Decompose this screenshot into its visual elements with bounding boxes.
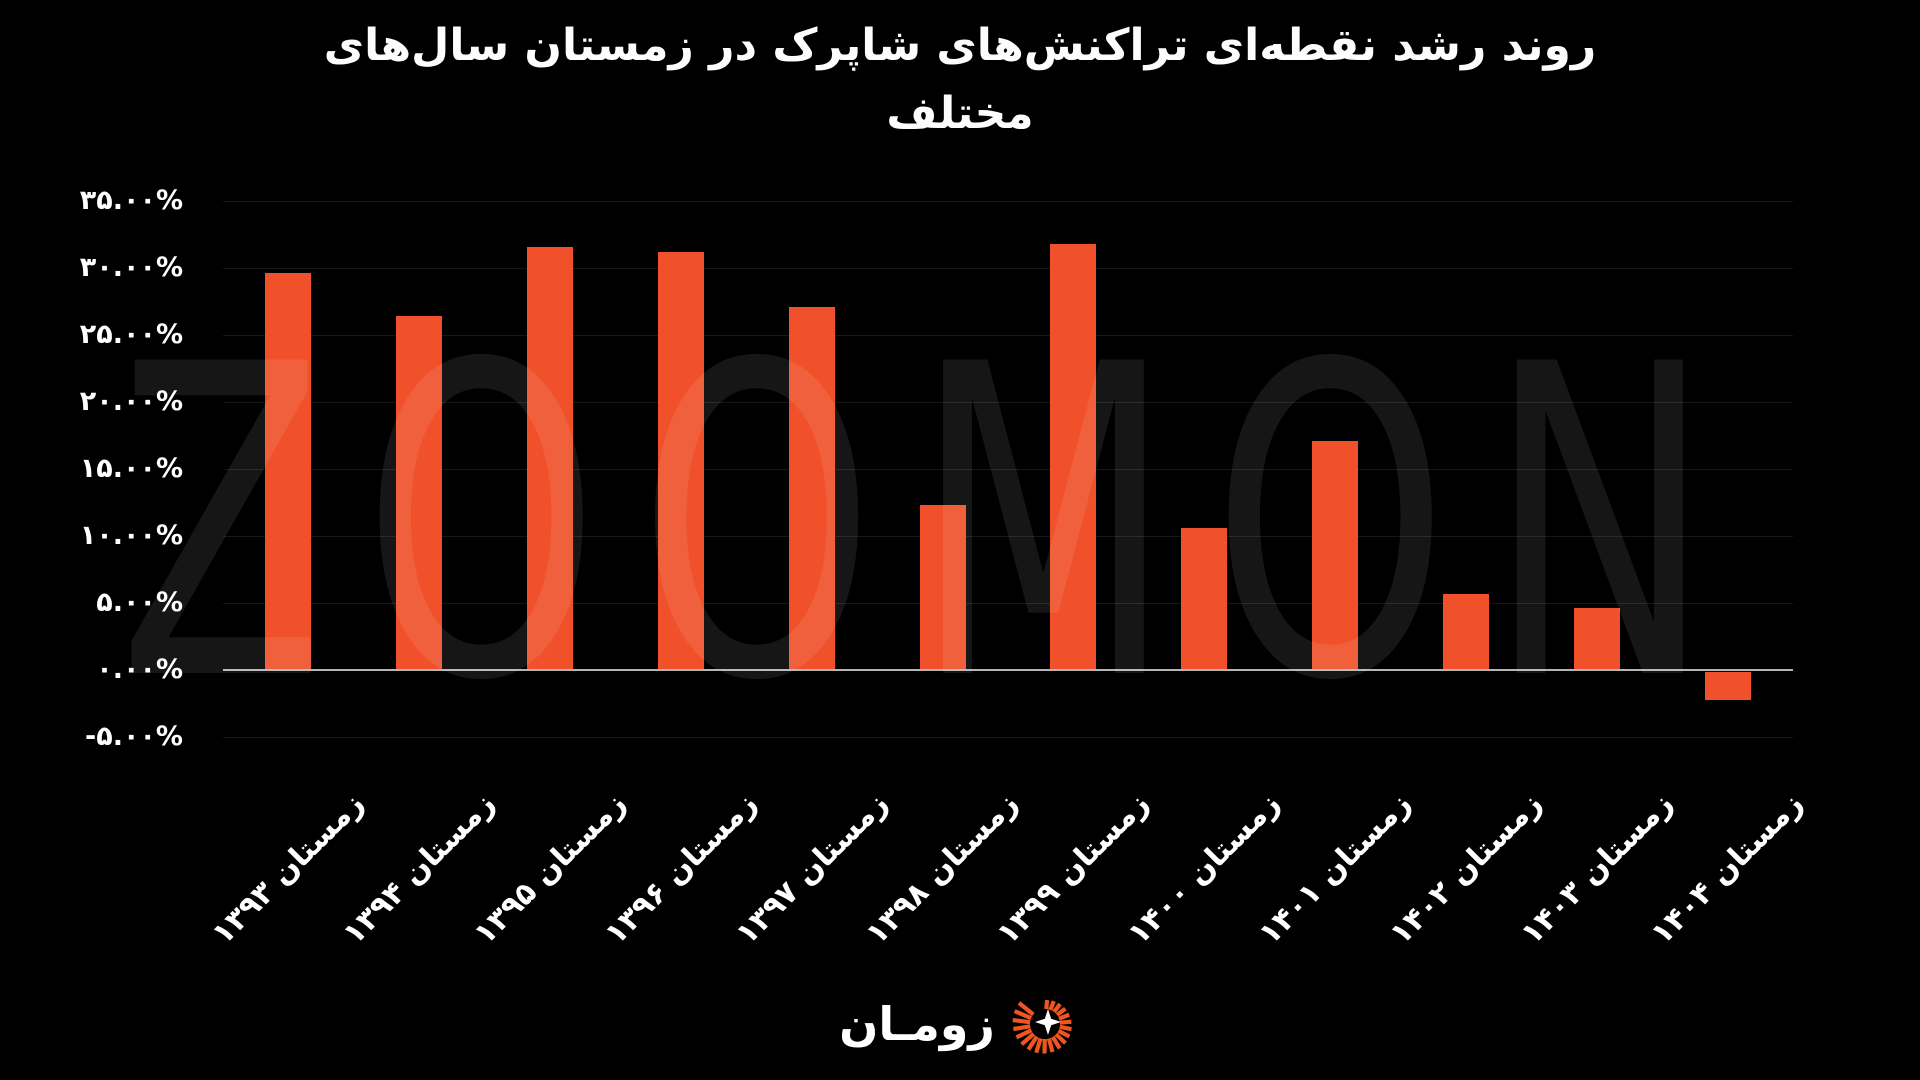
grid-line	[223, 536, 1793, 537]
bar-2	[396, 316, 443, 670]
logo-ray	[1048, 1000, 1056, 1011]
y-tick-label: ۱۰.۰۰%	[79, 520, 183, 551]
grid-line	[223, 737, 1793, 738]
logo-ray	[1012, 1017, 1031, 1025]
y-tick-label: ۳۰.۰۰%	[79, 252, 183, 283]
logo-ray	[1046, 1037, 1055, 1053]
logo-ray	[1052, 1002, 1062, 1014]
logo-ray	[1054, 1032, 1067, 1045]
logo-ray	[1017, 1001, 1035, 1017]
bar-9	[1312, 440, 1359, 670]
logo-ray	[1034, 1037, 1043, 1054]
y-tick-label: ۲۰.۰۰%	[79, 386, 183, 417]
bar-10	[1442, 593, 1489, 670]
bar-7	[1050, 243, 1097, 670]
y-tick-label: ۳۵.۰۰%	[79, 185, 183, 216]
grid-line	[223, 603, 1793, 604]
logo-ray	[1026, 1035, 1039, 1051]
logo-ray	[1055, 1006, 1067, 1017]
grid-line	[223, 335, 1793, 336]
logo-sparkle	[1034, 1009, 1061, 1035]
logo-ray	[1013, 1009, 1032, 1021]
logo-ray	[1059, 1019, 1072, 1025]
logo-ray	[1015, 1028, 1033, 1040]
bar-5	[788, 306, 835, 670]
logo-ray	[1050, 1035, 1062, 1050]
logo-ray	[1020, 1032, 1035, 1046]
zooman-logo: زومـان	[0, 988, 1920, 1060]
logo-ray	[1044, 999, 1050, 1010]
grid-line	[223, 201, 1793, 202]
chart-title-line-2: مختلف	[886, 88, 1034, 140]
logo-ray	[1012, 1024, 1031, 1032]
bar-8	[1181, 527, 1228, 670]
x-axis-line	[223, 669, 1793, 671]
bar-12	[1704, 672, 1751, 701]
y-tick-label: ۵.۰۰%	[96, 587, 183, 618]
chart-title-line-1: روند رشد نقطه‌ای تراکنش‌های شاپرک در زمس…	[323, 20, 1597, 71]
logo-ray	[1058, 1012, 1070, 1021]
y-tick-label: -۵.۰۰%	[85, 721, 183, 752]
logo-ray	[1057, 1028, 1071, 1039]
grid-line	[223, 402, 1793, 403]
zooman-logo-text: زومـان	[839, 997, 995, 1051]
y-tick-label: ۲۵.۰۰%	[79, 319, 183, 350]
y-tick-label: ۰.۰۰%	[96, 654, 183, 685]
bar-6	[919, 505, 966, 670]
bar-3	[527, 246, 574, 670]
zooman-burst-icon	[1012, 999, 1072, 1054]
chart-title: روند رشد نقطه‌ای تراکنش‌های شاپرک در زمس…	[310, 12, 1610, 148]
logo-ray	[1059, 1024, 1072, 1032]
bar-1	[265, 273, 312, 670]
y-tick-label: ۱۵.۰۰%	[79, 453, 183, 484]
grid-line	[223, 469, 1793, 470]
grid-line	[223, 268, 1793, 269]
bar-11	[1573, 608, 1620, 670]
bar-4	[657, 251, 704, 670]
